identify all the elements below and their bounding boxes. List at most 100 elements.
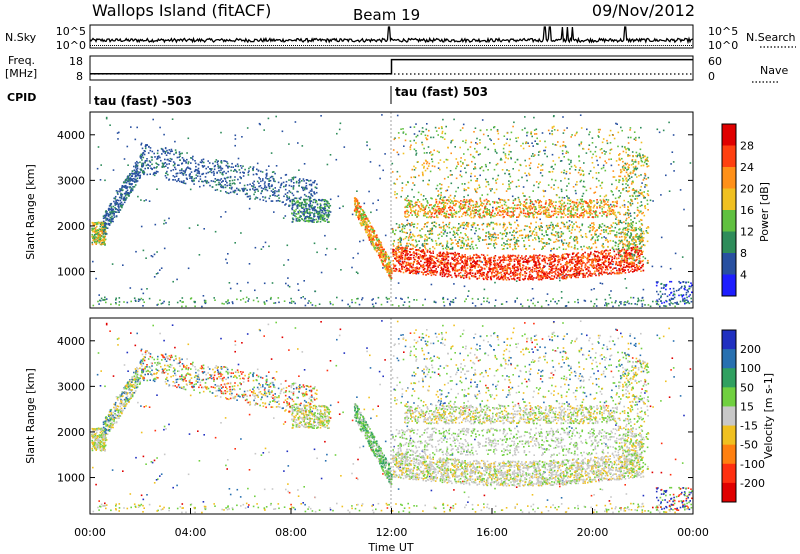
nsearch-dot bbox=[506, 45, 508, 46]
nsearch-dot bbox=[291, 45, 292, 46]
range-cell bbox=[317, 218, 320, 220]
range-cell bbox=[110, 206, 113, 208]
range-cell bbox=[395, 253, 398, 255]
range-cell bbox=[222, 180, 224, 182]
range-cell bbox=[457, 263, 459, 265]
range-cell bbox=[111, 210, 114, 212]
range-cell bbox=[482, 271, 485, 274]
range-cell bbox=[102, 215, 105, 218]
range-cell bbox=[478, 275, 481, 277]
range-cell bbox=[507, 259, 509, 261]
range-cell bbox=[186, 158, 188, 161]
range-cell bbox=[409, 231, 412, 234]
range-cell bbox=[104, 296, 106, 299]
range-cell bbox=[110, 216, 112, 219]
range-cell bbox=[631, 255, 634, 257]
range-cell bbox=[506, 265, 509, 268]
range-cell bbox=[437, 266, 439, 268]
range-cell bbox=[524, 277, 526, 280]
nsearch-dot bbox=[293, 45, 294, 46]
range-cell bbox=[187, 137, 190, 140]
nsearch-dot bbox=[116, 45, 118, 46]
range-cell bbox=[318, 212, 320, 214]
range-cell bbox=[394, 257, 396, 260]
range-cell bbox=[455, 263, 457, 266]
range-cell bbox=[157, 164, 160, 166]
range-cell bbox=[145, 164, 148, 167]
range-cell bbox=[117, 190, 119, 193]
range-cell bbox=[433, 262, 435, 265]
nsearch-dot bbox=[486, 45, 487, 46]
range-cell bbox=[447, 253, 449, 256]
range-cell bbox=[292, 188, 295, 190]
range-cell bbox=[336, 132, 338, 135]
range-cell bbox=[581, 269, 583, 271]
range-cell bbox=[309, 179, 312, 182]
range-cell bbox=[533, 203, 535, 206]
nsearch-dot bbox=[604, 45, 606, 46]
range-cell bbox=[105, 214, 108, 217]
nsearch-dot bbox=[407, 45, 409, 46]
range-cell bbox=[476, 278, 478, 280]
nsearch-dot bbox=[568, 45, 570, 46]
nsearch-dot bbox=[287, 45, 288, 46]
range-cell bbox=[319, 205, 321, 208]
range-cell bbox=[120, 188, 123, 191]
range-cell bbox=[126, 177, 128, 180]
range-cell bbox=[297, 212, 300, 215]
range-cell bbox=[369, 222, 371, 224]
range-cell bbox=[627, 269, 629, 271]
range-cell bbox=[430, 283, 433, 286]
range-cell bbox=[459, 275, 462, 277]
range-cell bbox=[386, 301, 389, 303]
range-cell bbox=[564, 146, 567, 148]
range-cell bbox=[297, 142, 299, 144]
range-cell bbox=[309, 214, 312, 217]
range-cell bbox=[569, 203, 571, 205]
range-cell bbox=[165, 172, 167, 174]
range-cell bbox=[100, 239, 103, 242]
nsearch-dot bbox=[192, 45, 194, 46]
range-cell bbox=[259, 198, 261, 201]
nsearch-dot bbox=[536, 45, 538, 46]
range-cell bbox=[479, 174, 481, 177]
range-cell bbox=[260, 192, 262, 195]
range-cell bbox=[94, 236, 96, 238]
range-cell bbox=[220, 216, 222, 218]
range-cell bbox=[151, 150, 154, 153]
range-cell bbox=[99, 233, 102, 236]
range-cell bbox=[382, 253, 385, 256]
range-cell bbox=[471, 272, 474, 275]
range-cell bbox=[97, 232, 100, 234]
range-cell bbox=[490, 261, 493, 264]
range-cell bbox=[222, 185, 224, 188]
range-cell bbox=[303, 208, 305, 211]
range-cell bbox=[127, 178, 130, 180]
range-cell bbox=[491, 275, 493, 277]
range-cell bbox=[104, 239, 106, 242]
range-cell bbox=[115, 215, 118, 217]
range-cell bbox=[522, 264, 525, 267]
range-cell bbox=[263, 186, 266, 189]
nsearch-dot bbox=[676, 45, 678, 46]
range-cell bbox=[127, 192, 130, 195]
range-cell bbox=[317, 220, 319, 222]
range-cell bbox=[600, 253, 602, 256]
range-cell bbox=[274, 190, 276, 192]
range-cell bbox=[550, 267, 553, 269]
range-cell bbox=[551, 153, 554, 156]
range-cell bbox=[617, 257, 620, 260]
range-cell bbox=[372, 245, 375, 247]
range-cell bbox=[351, 266, 353, 269]
range-cell bbox=[153, 276, 156, 278]
range-cell bbox=[310, 217, 313, 220]
range-cell bbox=[369, 148, 371, 151]
range-cell bbox=[353, 209, 356, 212]
range-cell bbox=[292, 200, 294, 202]
range-cell bbox=[302, 186, 304, 189]
range-cell bbox=[426, 251, 429, 253]
nsearch-dot bbox=[447, 45, 449, 46]
range-cell bbox=[105, 223, 107, 226]
nsearch-dot bbox=[638, 45, 640, 46]
range-cell bbox=[315, 191, 318, 194]
